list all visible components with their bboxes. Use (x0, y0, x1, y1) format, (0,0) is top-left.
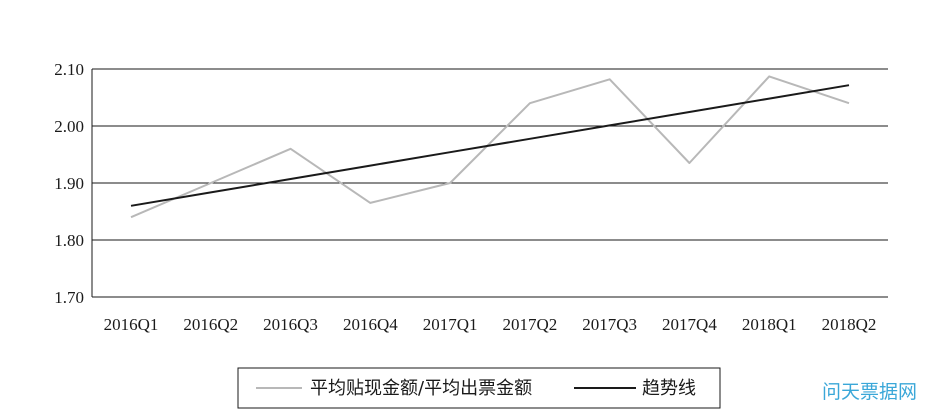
x-tick-label: 2016Q4 (343, 315, 398, 334)
x-tick-label: 2018Q2 (822, 315, 877, 334)
legend-label-series-0: 平均贴现金额/平均出票金额 (310, 378, 532, 399)
x-tick-label: 2016Q2 (183, 315, 238, 334)
legend-label-series-1: 趋势线 (642, 378, 696, 399)
legend-box (237, 367, 721, 409)
x-axis-ticks: 2016Q1 2016Q2 2016Q3 2016Q4 2017Q1 2017Q2 2017… (104, 315, 877, 334)
y-tick-label: 1.90 (54, 174, 84, 193)
x-tick-label: 2017Q3 (582, 315, 637, 334)
y-tick-label: 1.70 (54, 288, 84, 307)
legend: 平均贴现金额/平均出票金额 趋势线 (237, 367, 721, 409)
x-tick-label: 2017Q2 (502, 315, 557, 334)
y-axis-ticks: 1.70 1.80 1.90 2.00 2.10 (54, 60, 84, 307)
series-line-1 (130, 84, 850, 207)
y-tick-label: 2.00 (54, 117, 84, 136)
x-tick-label: 2018Q1 (742, 315, 797, 334)
y-tick-label: 1.80 (54, 231, 84, 250)
series-line-0 (130, 75, 850, 219)
x-tick-label: 2017Q1 (423, 315, 478, 334)
x-tick-label: 2016Q1 (104, 315, 159, 334)
x-tick-label: 2016Q3 (263, 315, 318, 334)
series-lines (130, 75, 850, 219)
gridlines (92, 68, 888, 298)
y-tick-label: 2.10 (54, 60, 84, 79)
watermark-logo: 问天票据网 (821, 381, 917, 403)
x-tick-label: 2017Q4 (662, 315, 717, 334)
